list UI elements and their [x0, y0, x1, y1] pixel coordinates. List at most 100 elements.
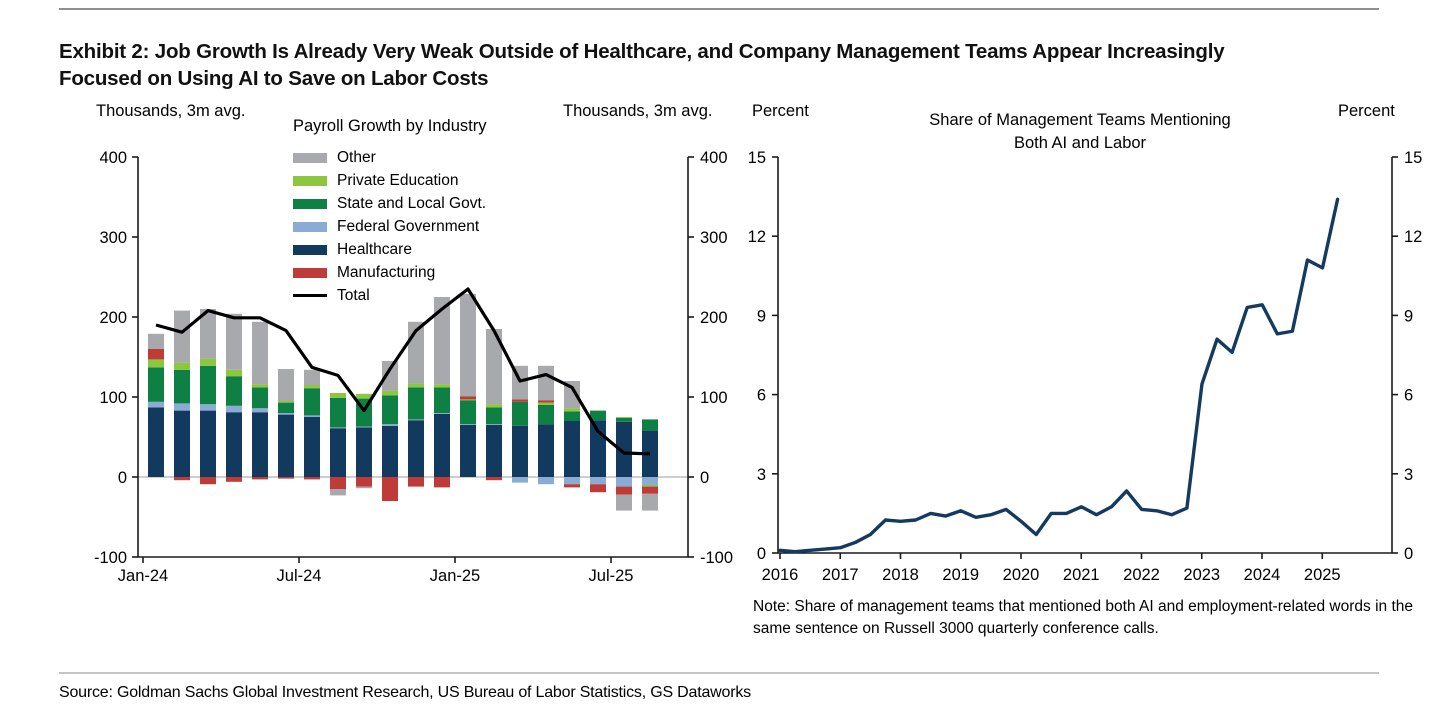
bar-segment [538, 402, 554, 405]
bar-segment [408, 419, 424, 421]
bar-segment [616, 421, 632, 477]
right-chart-title-line2: Both AI and Labor [1013, 134, 1147, 153]
legend-item: Other [293, 146, 486, 169]
bar-segment [200, 477, 216, 485]
legend-color-swatch [293, 267, 327, 278]
right-chart-title-line1: Share of Management Teams Mentioning [929, 111, 1231, 129]
x-tick-label: Jan-25 [430, 567, 480, 585]
bar-segment [382, 477, 398, 501]
bar-segment [174, 477, 190, 481]
bar-segment [382, 395, 398, 425]
y-tick-label: 300 [99, 229, 127, 247]
legend-item: Federal Government [293, 215, 486, 238]
bar-segment [538, 365, 554, 401]
bar-segment [382, 425, 398, 477]
bar-segment [460, 425, 476, 477]
bar-segment [304, 369, 320, 385]
bar-segment [278, 414, 294, 477]
bar-segment [486, 424, 502, 425]
bar-segment [434, 387, 450, 413]
bar-segment [278, 369, 294, 401]
legend-item: Private Education [293, 169, 486, 192]
bar-segment [642, 485, 658, 487]
y-tick-label: 400 [99, 149, 127, 167]
legend-item: Manufacturing [293, 261, 486, 284]
bar-segment [304, 417, 320, 477]
bar-segment [304, 477, 320, 480]
bar-segment [330, 428, 346, 477]
y-tick-label: 100 [99, 389, 127, 407]
bottom-divider [59, 672, 1379, 674]
y-tick-label: 3 [757, 466, 766, 484]
bar-segment [278, 401, 294, 403]
bar-segment [564, 381, 580, 409]
bar-segment [486, 407, 502, 425]
y-tick-label: 100 [700, 389, 728, 407]
bar-segment [434, 297, 450, 385]
bar-segment [460, 424, 476, 425]
bar-segment [486, 425, 502, 477]
left-chart-right-axis-unit: Thousands, 3m avg. [563, 102, 713, 120]
legend-label: Healthcare [337, 240, 412, 258]
y-tick-label: 200 [700, 309, 728, 327]
bar-segment [512, 399, 528, 402]
bar-segment [200, 404, 216, 411]
y-tick-label: 200 [99, 309, 127, 327]
y-tick-label: 9 [757, 307, 766, 325]
bar-segment [382, 424, 398, 426]
legend-label: Federal Government [337, 217, 480, 235]
bar-segment [304, 385, 320, 389]
bar-segment [538, 400, 554, 403]
bar-segment [434, 477, 450, 488]
y-tick-label: 0 [118, 469, 127, 487]
bar-segment [356, 486, 372, 489]
bar-segment [512, 401, 528, 426]
bar-segment [460, 293, 476, 397]
y-tick-label: 3 [1404, 466, 1413, 484]
x-tick-label: 2025 [1304, 566, 1341, 584]
x-tick-label: 2022 [1123, 566, 1160, 584]
bar-segment [408, 420, 424, 477]
bar-segment [252, 412, 268, 477]
bar-segment [538, 477, 554, 485]
legend-color-swatch [293, 244, 327, 255]
x-tick-label: 2019 [942, 566, 979, 584]
bar-segment [330, 397, 346, 428]
bar-segment [252, 387, 268, 409]
bar-segment [304, 388, 320, 416]
left-chart-left-axis-unit: Thousands, 3m avg. [96, 102, 246, 120]
bar-segment [330, 477, 346, 489]
legend-label: Private Education [337, 171, 459, 189]
bar-segment [330, 489, 346, 496]
bar-segment [408, 383, 424, 388]
y-tick-label: 15 [1404, 149, 1422, 167]
legend-label: Total [337, 286, 370, 304]
bar-segment [200, 365, 216, 405]
exhibit-title: Exhibit 2: Job Growth Is Already Very We… [59, 39, 1225, 90]
bar-segment [460, 400, 476, 425]
bar-segment [616, 477, 632, 487]
bar-segment [382, 390, 398, 396]
bar-segment [330, 427, 346, 429]
left-chart-title: Payroll Growth by Industry [293, 117, 487, 135]
x-tick-label: Jul-25 [589, 567, 634, 585]
bar-segment [486, 477, 502, 481]
bar-segment [200, 358, 216, 366]
bar-segment [486, 329, 502, 405]
bar-segment [226, 405, 242, 413]
bar-segment [278, 477, 294, 479]
total-line [155, 287, 651, 456]
bar-segment [434, 413, 450, 477]
bar-segment [252, 477, 268, 480]
y-tick-label: 400 [700, 149, 728, 167]
right-chart-right-axis-unit: Percent [1338, 102, 1395, 120]
source-text: Source: Goldman Sachs Global Investment … [59, 684, 751, 701]
y-tick-label: 0 [1404, 545, 1413, 563]
bar-segment [252, 384, 268, 388]
y-tick-label: -100 [94, 549, 127, 567]
bar-segment [148, 333, 164, 349]
x-tick-label: 2021 [1063, 566, 1100, 584]
bar-segment [278, 402, 294, 413]
top-divider [59, 8, 1379, 10]
